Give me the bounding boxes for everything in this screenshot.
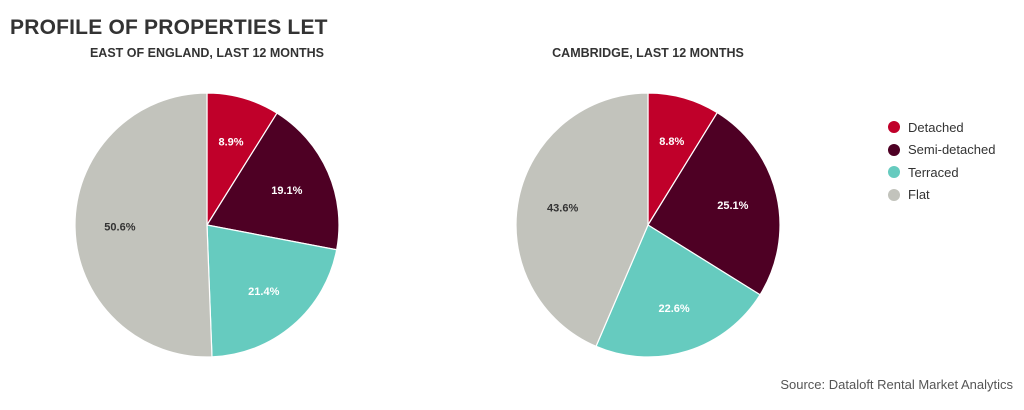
legend-label-terraced: Terraced xyxy=(908,164,959,180)
pie-slice-flat xyxy=(74,92,213,358)
slice-label-flat: 43.6% xyxy=(547,202,578,214)
chart-east-of-england: EAST OF ENGLAND, LAST 12 MONTHS 8.9% 19.1… xyxy=(74,46,340,358)
chart-title-east-of-england: EAST OF ENGLAND, LAST 12 MONTHS xyxy=(90,46,324,60)
chart-cambridge: CAMBRIDGE, LAST 12 MONTHS 8.8% 25.1% 22.6%… xyxy=(515,46,781,358)
page-title: PROFILE OF PROPERTIES LET xyxy=(10,16,328,39)
pie-slice-flat xyxy=(515,92,649,348)
slice-label-detached: 8.9% xyxy=(219,136,244,148)
chart-legend: Detached Semi-detached Terraced Flat xyxy=(888,116,995,206)
pie-cambridge: 8.8% 25.1% 22.6% 43.6% xyxy=(515,92,781,358)
legend-item-detached: Detached xyxy=(888,116,995,139)
legend-item-semi-detached: Semi-detached xyxy=(888,139,995,162)
legend-swatch-semi-detached xyxy=(888,143,900,156)
pie-slice-semi-detached xyxy=(206,112,340,251)
pie-slice-terraced xyxy=(206,224,338,358)
legend-label-detached: Detached xyxy=(908,119,964,135)
legend-swatch-terraced xyxy=(888,166,900,179)
slice-label-flat: 50.6% xyxy=(104,222,135,234)
pie-slice-semi-detached xyxy=(647,111,781,296)
slice-label-terraced: 21.4% xyxy=(248,286,279,298)
slice-label-terraced: 22.6% xyxy=(659,303,690,315)
legend-swatch-flat xyxy=(888,188,900,201)
legend-swatch-detached xyxy=(888,121,900,134)
legend-label-semi-detached: Semi-detached xyxy=(908,142,996,158)
slice-label-semi-detached: 19.1% xyxy=(271,185,302,197)
slice-label-semi-detached: 25.1% xyxy=(717,200,748,212)
source-note: Source: Dataloft Rental Market Analytics xyxy=(780,377,1013,392)
pie-slice-terraced xyxy=(595,224,761,358)
legend-item-terraced: Terraced xyxy=(888,161,995,184)
legend-item-flat: Flat xyxy=(888,184,995,207)
chart-title-cambridge: CAMBRIDGE, LAST 12 MONTHS xyxy=(552,46,744,60)
slice-label-detached: 8.8% xyxy=(659,136,684,148)
legend-label-flat: Flat xyxy=(908,187,930,203)
pie-east-of-england: 8.9% 19.1% 21.4% 50.6% xyxy=(74,92,340,358)
